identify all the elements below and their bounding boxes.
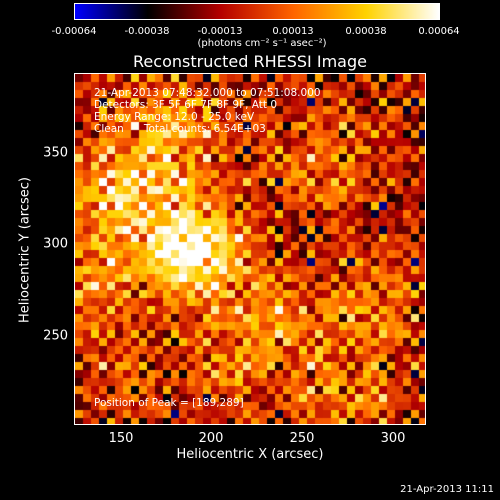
x-tick-label: 300 (380, 431, 406, 446)
y-tick-label: 250 (43, 328, 68, 344)
colorbar-units: (photons cm⁻² s⁻¹ asec⁻²) (197, 38, 327, 49)
plot-area (74, 73, 426, 425)
colorbar-tick-label: 0.00064 (418, 26, 460, 37)
colorbar-tick-label: -0.00064 (51, 26, 97, 37)
chart-title: Reconstructed RHESSI Image (133, 52, 367, 71)
y-tick-label: 350 (43, 145, 68, 161)
x-tick-label: 200 (198, 431, 224, 446)
x-tick-label: 250 (289, 431, 315, 446)
annotation-detectors: Detectors: 3F 5F 6F 7F 8F 9F, Att 0 (94, 99, 278, 111)
colorbar-tick-label: 0.00038 (345, 26, 387, 37)
x-tick-label: 150 (108, 431, 134, 446)
colorbar-tick-label: -0.00038 (124, 26, 170, 37)
heatmap-image (75, 74, 425, 424)
y-tick-label: 300 (43, 236, 68, 252)
colorbar-gradient (75, 4, 439, 19)
y-axis-label: Heliocentric Y (arcsec) (17, 177, 33, 323)
footer-timestamp: 21-Apr-2013 11:11 (400, 484, 494, 495)
annotation-energy-range: Energy Range: 12.0 - 25.0 keV (94, 111, 255, 123)
annotation-time-range: 21-Apr-2013 07:48:32.000 to 07:51:08.000 (94, 87, 321, 99)
peak-position-label: Position of Peak = [189,289] (94, 397, 244, 409)
colorbar (74, 3, 440, 20)
x-axis-label: Heliocentric X (arcsec) (176, 447, 324, 462)
annotation-clean-counts: Clean Total counts: 6.54E+03 (94, 123, 266, 135)
colorbar-tick-label: 0.00013 (272, 26, 314, 37)
colorbar-tick-label: -0.00013 (197, 26, 243, 37)
